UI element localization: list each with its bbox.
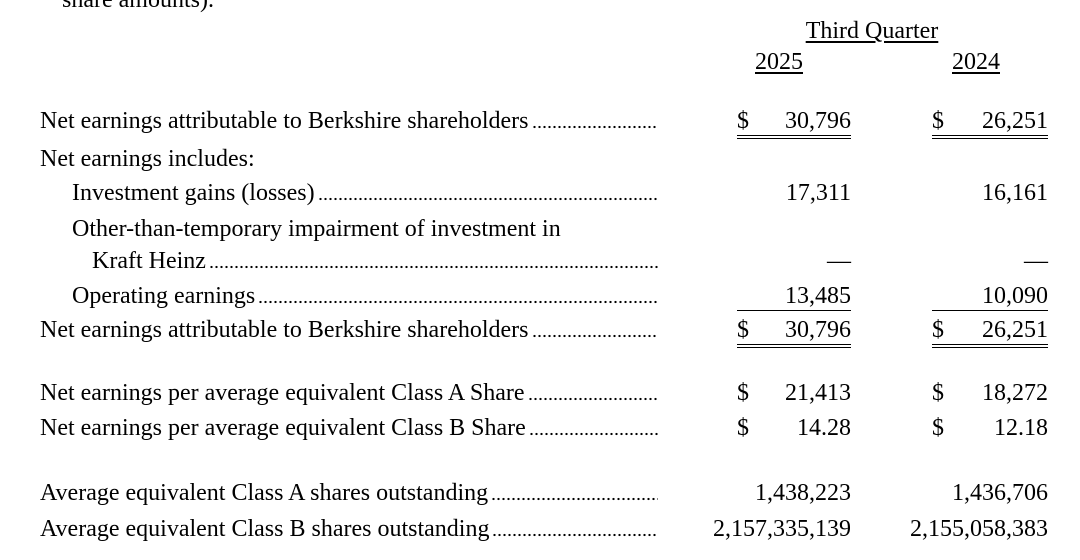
label-text: Net earnings includes: (40, 146, 255, 172)
label-text: Net earnings per average equivalent Clas… (40, 415, 526, 441)
leader-dots (528, 432, 658, 436)
value: 2,155,058,383 (910, 516, 1048, 542)
value: 2,157,335,139 (713, 516, 851, 542)
row-label: Net earnings attributable to Berkshire s… (40, 316, 658, 344)
value: 26,251 (982, 108, 1048, 134)
value: 17,311 (785, 180, 851, 206)
value-cell: 13,485 (737, 282, 851, 311)
value: 1,436,706 (952, 480, 1048, 506)
value: 30,796 (785, 108, 851, 134)
value-cell: 16,161 (932, 179, 1048, 207)
label-text: Investment gains (losses) (72, 180, 315, 206)
value: 30,796 (785, 317, 851, 343)
row-label: Average equivalent Class A shares outsta… (40, 479, 658, 507)
label-text: Average equivalent Class B shares outsta… (40, 516, 490, 542)
row-label: Operating earnings (72, 282, 658, 310)
leader-dots (492, 533, 658, 537)
row-label: Net earnings attributable to Berkshire s… (40, 107, 658, 135)
value: 10,090 (982, 283, 1048, 309)
row-label: Kraft Heinz (92, 247, 658, 275)
row-label: Investment gains (losses) (72, 179, 658, 207)
value: — (1024, 248, 1048, 274)
label-text: Average equivalent Class A shares outsta… (40, 480, 489, 506)
label-text: Kraft Heinz (92, 248, 206, 274)
label-text: Other-than-temporary impairment of inves… (72, 216, 561, 242)
value-cell: $21,413 (737, 379, 851, 407)
currency: $ (737, 380, 749, 406)
note: share amounts). (62, 0, 214, 13)
leader-dots (491, 497, 658, 501)
currency: $ (737, 317, 749, 343)
leader-dots (531, 334, 658, 338)
row-label: Net earnings per average equivalent Clas… (40, 379, 658, 407)
leader-dots (317, 197, 658, 201)
currency: $ (932, 317, 944, 343)
value: 13,485 (785, 283, 851, 309)
value-cell: — (932, 247, 1048, 275)
leader-dots (258, 300, 658, 304)
value-cell: 2,157,335,139 (713, 515, 851, 543)
value-cell: $12.18 (932, 414, 1048, 442)
value: 26,251 (982, 317, 1048, 343)
leader-dots (208, 265, 658, 269)
currency: $ (932, 108, 944, 134)
value: 21,413 (785, 380, 851, 406)
value: 18,272 (982, 380, 1048, 406)
period-header: Third Quarter (805, 18, 939, 44)
currency: $ (932, 380, 944, 406)
label-text: Net earnings per average equivalent Clas… (40, 380, 525, 406)
value: 16,161 (982, 180, 1048, 206)
value-cell: 2,155,058,383 (910, 515, 1048, 543)
value: 14.28 (797, 415, 851, 441)
currency: $ (737, 415, 749, 441)
value-cell: $26,251 (932, 107, 1048, 139)
value-cell: 17,311 (737, 179, 851, 207)
label-text: Operating earnings (72, 283, 256, 309)
value-cell: $30,796 (737, 107, 851, 139)
value-cell: $14.28 (737, 414, 851, 442)
year-header: 2025 (755, 49, 803, 75)
label-text: Net earnings attributable to Berkshire s… (40, 317, 529, 343)
leader-dots (531, 125, 658, 129)
value-cell: — (737, 247, 851, 275)
value: 1,438,223 (755, 480, 851, 506)
label-text: Net earnings attributable to Berkshire s… (40, 108, 529, 134)
value-cell: $26,251 (932, 316, 1048, 348)
row-label: Average equivalent Class B shares outsta… (40, 515, 658, 543)
value-cell: 1,438,223 (737, 479, 851, 507)
row-label: Other-than-temporary impairment of inves… (72, 215, 672, 243)
row-label: Net earnings per average equivalent Clas… (40, 414, 658, 442)
value: 12.18 (994, 415, 1048, 441)
value-cell: 10,090 (932, 282, 1048, 311)
leader-dots (527, 397, 658, 401)
currency: $ (932, 415, 944, 441)
row-label: Net earnings includes: (40, 145, 640, 173)
currency: $ (737, 108, 749, 134)
value: — (827, 248, 851, 274)
value-cell: 1,436,706 (932, 479, 1048, 507)
value-cell: $30,796 (737, 316, 851, 348)
year-header: 2024 (952, 49, 1000, 75)
value-cell: $18,272 (932, 379, 1048, 407)
